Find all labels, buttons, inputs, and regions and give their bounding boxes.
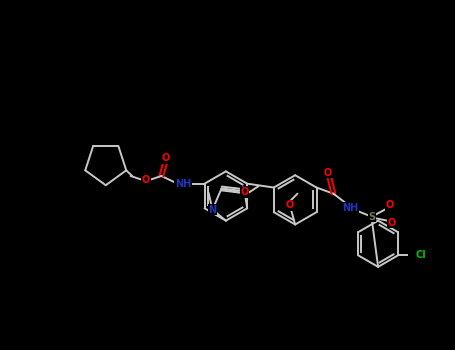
Text: O: O xyxy=(142,175,150,185)
Text: N: N xyxy=(240,186,248,196)
Text: O: O xyxy=(324,168,332,178)
Text: O: O xyxy=(388,218,396,228)
Text: NH: NH xyxy=(342,203,359,212)
Text: NH: NH xyxy=(175,179,191,189)
Text: N: N xyxy=(208,205,217,215)
Text: O: O xyxy=(241,187,249,197)
Text: O: O xyxy=(161,153,169,163)
Text: Cl: Cl xyxy=(416,250,427,260)
Text: O: O xyxy=(385,200,394,210)
Text: O: O xyxy=(286,200,294,210)
Text: S: S xyxy=(369,212,375,222)
